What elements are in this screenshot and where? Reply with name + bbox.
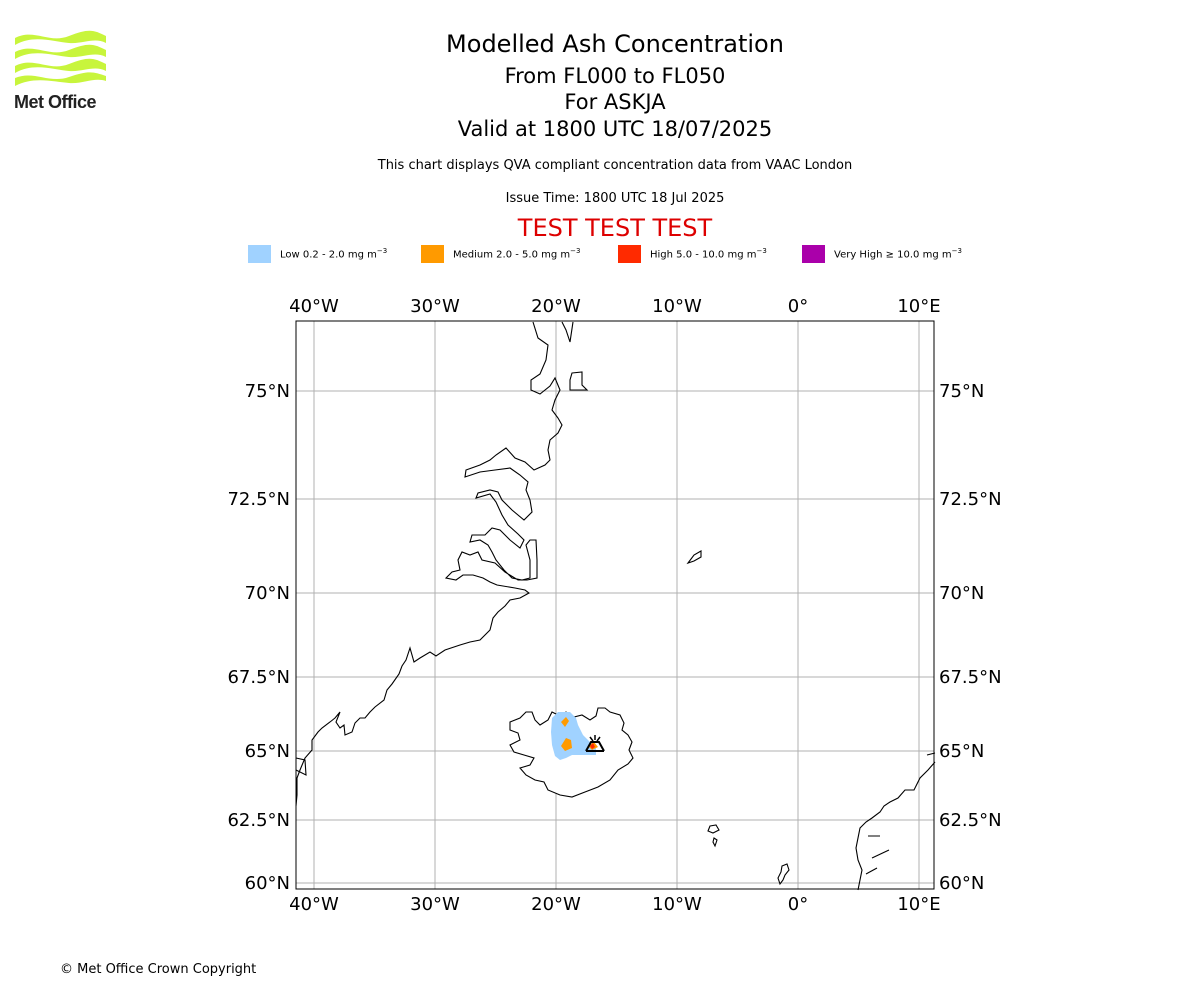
lon-tick-label-bottom: 10°E <box>897 894 940 915</box>
legend-item-very-high: Very High ≥ 10.0 mg m−3 <box>802 244 962 264</box>
lat-tick-label-right: 62.5°N <box>939 810 1002 831</box>
ash-area-medium-central <box>561 738 572 751</box>
legend-item-low: Low 0.2 - 2.0 mg m−3 <box>248 244 387 264</box>
ash-area-medium-north <box>561 717 569 727</box>
copyright-notice: © Met Office Crown Copyright <box>60 962 257 977</box>
lon-tick-label-top: 0° <box>788 296 808 317</box>
legend-swatch-low <box>248 245 271 263</box>
met-office-wave-icon <box>15 30 106 86</box>
chart-title: Modelled Ash Concentration <box>446 30 784 58</box>
lat-tick-label-left: 65°N <box>245 741 290 762</box>
lon-tick-label-top: 40°W <box>289 296 339 317</box>
greenland-island <box>569 371 589 391</box>
lon-tick-label-top: 10°E <box>897 296 940 317</box>
met-office-logo: Met Office <box>14 30 109 112</box>
lat-tick-label-left: 67.5°N <box>227 667 290 688</box>
lat-tick-label-right: 70°N <box>939 583 984 604</box>
legend-swatch-medium <box>421 245 444 263</box>
legend-swatch-high <box>618 245 641 263</box>
lat-tick-label-right: 72.5°N <box>939 489 1002 510</box>
lat-tick-label-right: 60°N <box>939 873 984 894</box>
jan-mayen-coastline <box>686 550 702 565</box>
legend-label-low: Low 0.2 - 2.0 mg m−3 <box>280 247 388 261</box>
qva-note: This chart displays QVA compliant concen… <box>377 158 853 173</box>
lon-tick-label-top: 20°W <box>531 296 581 317</box>
lat-tick-label-left: 75°N <box>245 381 290 402</box>
logo-text: Met Office <box>14 92 97 112</box>
lat-tick-label-left: 72.5°N <box>227 489 290 510</box>
legend-label-very-high: Very High ≥ 10.0 mg m−3 <box>834 247 962 261</box>
lat-tick-label-right: 65°N <box>939 741 984 762</box>
greenland-island-west <box>295 757 307 776</box>
valid-time: Valid at 1800 UTC 18/07/2025 <box>457 117 773 141</box>
norway-coastline <box>855 752 936 891</box>
lon-tick-label-top: 10°W <box>652 296 702 317</box>
lat-tick-label-left: 70°N <box>245 583 290 604</box>
test-banner: TEST TEST TEST <box>517 214 713 242</box>
map-frame <box>295 320 935 890</box>
lon-tick-label-top: 30°W <box>410 296 460 317</box>
faroe-islands-coastline <box>707 824 720 848</box>
legend-item-high: High 5.0 - 10.0 mg m−3 <box>618 244 767 264</box>
lon-tick-label-bottom: 0° <box>788 894 808 915</box>
ash-area-high-vent <box>590 743 595 749</box>
issue-time: Issue Time: 1800 UTC 18 Jul 2025 <box>505 191 725 206</box>
greenland-coastline <box>295 321 574 807</box>
volcano-icon <box>585 735 605 752</box>
lon-tick-label-bottom: 10°W <box>652 894 702 915</box>
lat-tick-label-left: 62.5°N <box>227 810 290 831</box>
lat-tick-label-right: 75°N <box>939 381 984 402</box>
legend-label-medium: Medium 2.0 - 5.0 mg m−3 <box>453 247 581 261</box>
lon-tick-label-bottom: 30°W <box>410 894 460 915</box>
volcano-name: For ASKJA <box>564 90 666 114</box>
legend-item-medium: Medium 2.0 - 5.0 mg m−3 <box>421 244 580 264</box>
lon-tick-label-bottom: 40°W <box>289 894 339 915</box>
shetland-coastline <box>777 863 790 886</box>
lat-tick-label-left: 60°N <box>245 873 290 894</box>
lon-tick-label-bottom: 20°W <box>531 894 581 915</box>
legend-swatch-very-high <box>802 245 825 263</box>
ash-area-low <box>551 712 596 760</box>
lat-tick-label-right: 67.5°N <box>939 667 1002 688</box>
map-gridlines <box>296 321 934 889</box>
legend-label-high: High 5.0 - 10.0 mg m−3 <box>650 247 767 261</box>
level-range: From FL000 to FL050 <box>504 64 726 88</box>
